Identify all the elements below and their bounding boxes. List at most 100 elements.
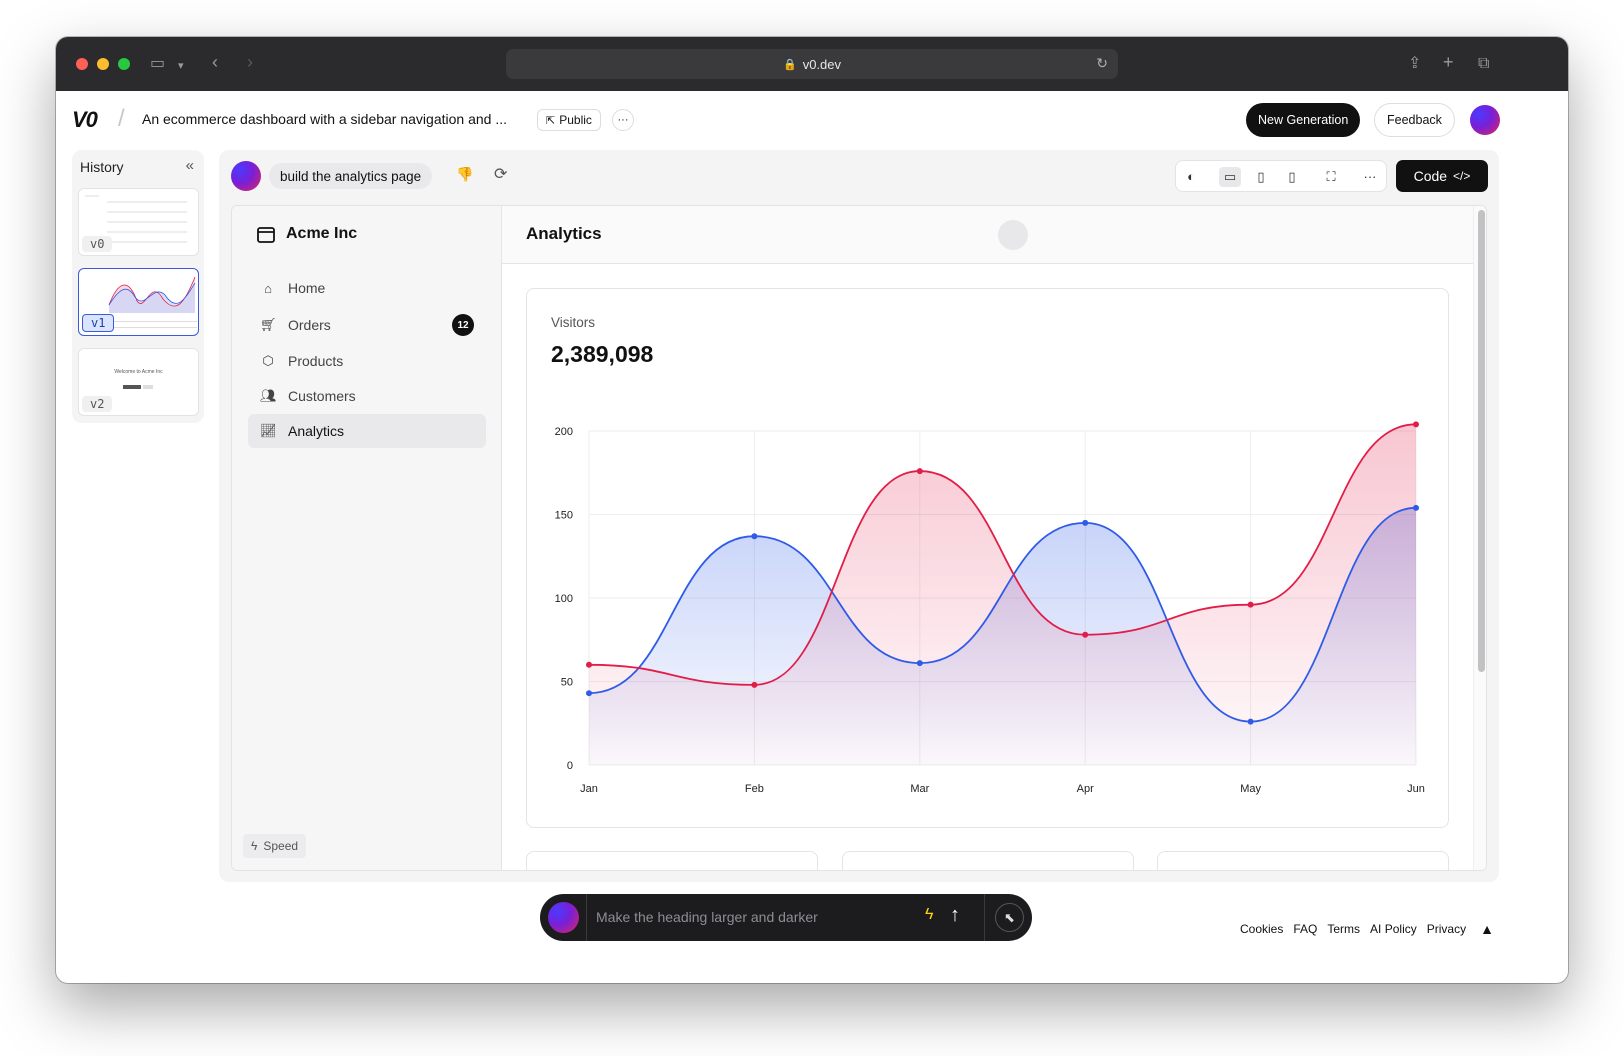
sidebar-item-label: Products: [288, 353, 344, 369]
minimize-window-button[interactable]: [97, 58, 109, 70]
share-icon[interactable]: ⇪: [1408, 55, 1422, 72]
data-point: [751, 533, 758, 540]
footer-link-terms[interactable]: Terms: [1327, 922, 1361, 936]
browser-titlebar: ▭ ▾ ‹ › 🔒 v0.dev ↻ ⇪ + ⧉: [56, 37, 1568, 91]
browser-window: ▭ ▾ ‹ › 🔒 v0.dev ↻ ⇪ + ⧉ V0 / An ecommer…: [56, 37, 1568, 983]
data-point: [916, 660, 923, 667]
fullscreen-icon[interactable]: ⛶: [1326, 169, 1336, 184]
zoom-window-button[interactable]: [118, 58, 130, 70]
sidebar-item-analytics[interactable]: 📈︎ Analytics: [248, 414, 486, 448]
sidebar-item-label: Orders: [288, 317, 331, 333]
address-bar[interactable]: 🔒 v0.dev ↻: [506, 49, 1118, 79]
collapse-icon[interactable]: «: [185, 157, 194, 174]
metric-card: [842, 851, 1134, 870]
prompt-author-avatar: [231, 161, 261, 191]
window-controls: [76, 58, 130, 70]
plus-icon[interactable]: +: [1443, 52, 1454, 72]
send-icon[interactable]: ↑: [950, 904, 960, 926]
back-icon[interactable]: ‹: [212, 52, 218, 72]
vercel-logo-icon[interactable]: ▲: [1480, 921, 1494, 937]
cart-icon: 🛒︎: [260, 317, 277, 332]
card-label: Visitors: [551, 315, 596, 330]
prompt-input[interactable]: Make the heading larger and darker: [596, 909, 818, 925]
history-version-v2[interactable]: Welcome to Acme Inc v2: [78, 348, 199, 416]
project-title[interactable]: An ecommerce dashboard with a sidebar na…: [142, 111, 507, 127]
preview-toolbar: ◐ ▭ ▯ ▯ ⛶ ···: [1175, 160, 1387, 192]
y-tick-label: 150: [555, 510, 573, 522]
composer-avatar: [548, 902, 579, 933]
x-tick-label: Apr: [1077, 783, 1094, 795]
bolt-icon: ϟ: [251, 839, 258, 853]
sidebar-item-label: Customers: [288, 388, 356, 404]
data-point: [916, 468, 923, 475]
code-icon: </>: [1453, 169, 1471, 183]
y-tick-label: 0: [567, 760, 573, 772]
feedback-button[interactable]: Feedback: [1374, 103, 1455, 137]
footer-link-faq[interactable]: FAQ: [1293, 922, 1318, 936]
orders-count-badge: 12: [452, 314, 474, 336]
regenerate-icon[interactable]: ⟳: [494, 166, 508, 183]
more-options-button[interactable]: ···: [612, 109, 634, 131]
history-version-v0[interactable]: v0: [78, 188, 199, 256]
speed-badge[interactable]: ϟ Speed: [243, 834, 307, 858]
card-value: 2,389,098: [551, 341, 654, 367]
package-icon: ⬡: [262, 353, 274, 368]
palette-icon[interactable]: ◐: [1187, 169, 1195, 184]
data-point: [1247, 601, 1254, 608]
sidebar-item-products[interactable]: ⬡ Products: [248, 344, 486, 378]
visitors-card: Visitors 2,389,098: [526, 288, 1449, 828]
sidebar-item-label: Home: [288, 280, 326, 296]
sidebar-icon[interactable]: ▭: [150, 55, 166, 72]
scrollbar-thumb[interactable]: [1478, 210, 1485, 672]
data-point: [1082, 631, 1089, 638]
new-generation-button[interactable]: New Generation: [1246, 103, 1361, 137]
footer-link-cookies[interactable]: Cookies: [1240, 922, 1284, 936]
metric-card: [1157, 851, 1449, 870]
element-select-icon[interactable]: ⬉: [995, 903, 1024, 932]
sidebar-item-customers[interactable]: 👥︎ Customers: [248, 379, 486, 413]
tablet-icon[interactable]: ▯: [1257, 169, 1265, 184]
history-title: History: [80, 159, 124, 175]
home-icon: ⌂: [264, 280, 272, 296]
thumbnail-heading: Welcome to Acme Inc: [114, 369, 163, 375]
data-point: [1413, 504, 1419, 511]
bolt-icon[interactable]: ϟ: [925, 906, 934, 923]
x-tick-label: Mar: [910, 783, 929, 795]
visibility-button[interactable]: ⇱ Public: [537, 109, 601, 131]
code-button[interactable]: Code </>: [1396, 160, 1488, 192]
prompt-message[interactable]: build the analytics page: [269, 163, 433, 189]
preview-scrollbar[interactable]: [1473, 206, 1486, 870]
tabs-icon[interactable]: ⧉: [1478, 55, 1490, 72]
history-version-v1[interactable]: v1: [78, 268, 199, 336]
forward-icon[interactable]: ›: [247, 52, 253, 72]
x-tick-label: May: [1240, 783, 1261, 795]
lock-icon: 🔒: [782, 58, 797, 71]
series-line: [588, 506, 1417, 723]
sidebar-item-orders[interactable]: 🛒︎ Orders 12: [248, 308, 486, 342]
footer-link-privacy[interactable]: Privacy: [1426, 922, 1467, 936]
chevron-down-icon[interactable]: ▾: [178, 60, 184, 72]
data-point: [1247, 718, 1254, 725]
brand[interactable]: Acme Inc: [256, 224, 357, 244]
thumbs-down-icon[interactable]: 👎: [456, 166, 474, 182]
more-icon[interactable]: ···: [1363, 169, 1377, 184]
breadcrumb-separator: /: [118, 105, 125, 132]
user-avatar[interactable]: [1470, 105, 1500, 135]
app-sidebar: Acme Inc ⌂ Home 🛒︎ Orders 12 ⬡ Products …: [232, 206, 502, 870]
data-point: [1082, 519, 1089, 526]
speed-label: Speed: [263, 839, 299, 853]
sidebar-item-home[interactable]: ⌂ Home: [248, 271, 486, 305]
close-window-button[interactable]: [76, 58, 88, 70]
x-tick-label: Feb: [745, 783, 764, 795]
code-button-label: Code: [1413, 168, 1448, 184]
visibility-label: Public: [559, 113, 592, 127]
desktop-icon[interactable]: ▭: [1219, 167, 1241, 187]
url-text: v0.dev: [802, 56, 841, 72]
footer-link-ai-policy[interactable]: AI Policy: [1370, 922, 1417, 936]
v0-logo[interactable]: V0: [72, 107, 98, 132]
mobile-icon[interactable]: ▯: [1288, 169, 1296, 184]
prompt-composer: Make the heading larger and darker ϟ ↑ ⬉: [540, 894, 1032, 941]
app-page-header: Analytics: [502, 206, 1473, 264]
version-label: v0: [82, 236, 113, 252]
reload-icon[interactable]: ↻: [1096, 55, 1108, 71]
